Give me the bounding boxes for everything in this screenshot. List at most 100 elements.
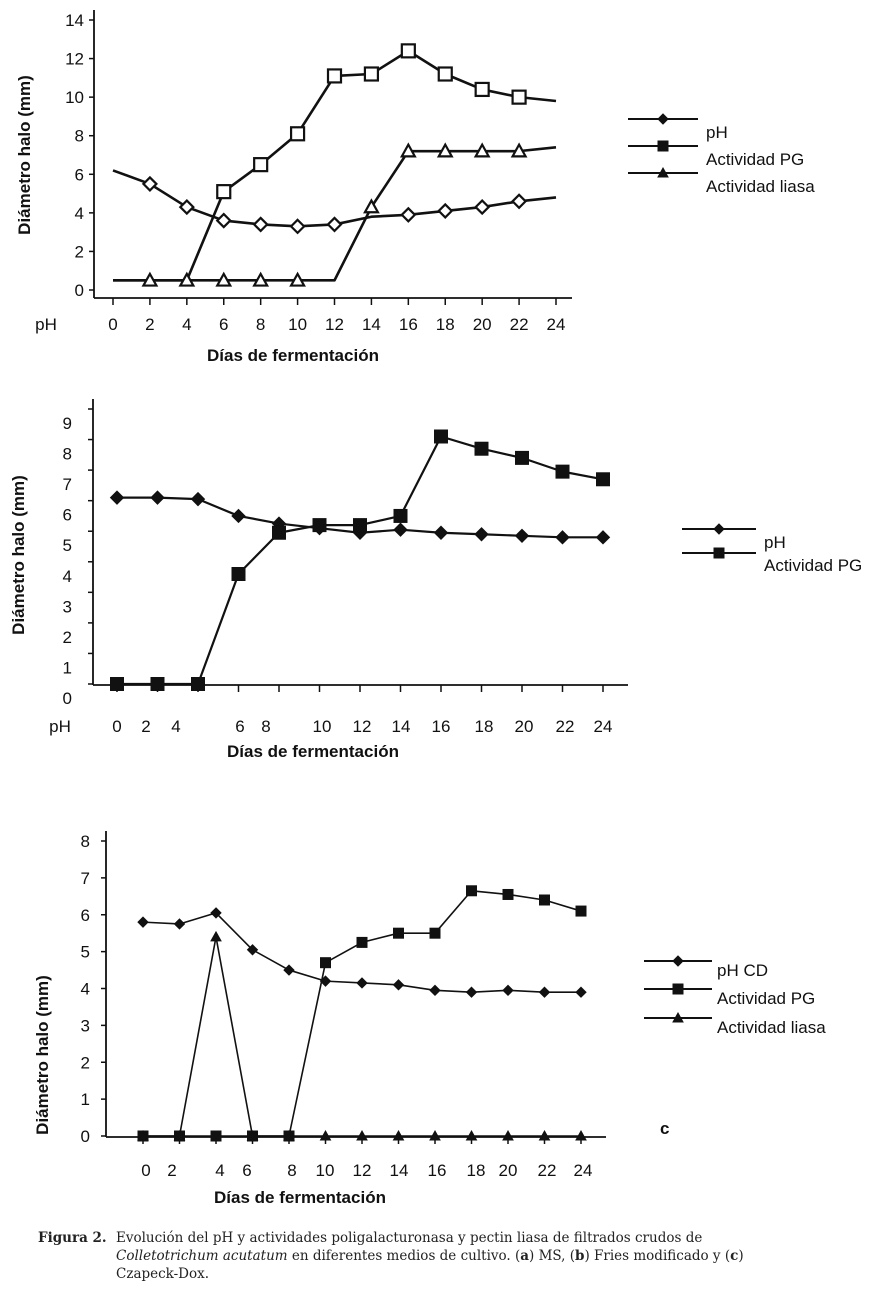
x-axis-title: Días de fermentación <box>227 742 399 761</box>
x-tick-label: 22 <box>556 717 575 736</box>
x-tick-label: 2 <box>145 315 154 334</box>
caption-text-1: Evolución del pH y actividades poligalac… <box>116 1230 703 1246</box>
y-tick-label: 6 <box>81 906 90 925</box>
x-tick-label: 0 <box>141 1161 150 1180</box>
x-tick-label: 16 <box>432 717 451 736</box>
x-prefix-ph-label: pH <box>35 315 57 334</box>
data-point <box>510 142 528 158</box>
data-point <box>465 1129 478 1141</box>
y-tick-label: 10 <box>65 88 84 107</box>
data-point <box>356 1129 368 1141</box>
x-tick-label: 4 <box>182 315 191 334</box>
data-point <box>400 43 416 59</box>
caption-text-6: Czapeck-Dox. <box>116 1266 210 1282</box>
data-point <box>272 525 286 540</box>
data-point <box>137 1129 149 1141</box>
data-point <box>502 1129 514 1141</box>
data-point <box>190 491 206 507</box>
panel-label: c <box>660 1119 669 1138</box>
legend-label: pH <box>764 533 786 552</box>
data-point <box>210 1130 222 1142</box>
x-tick-label: 20 <box>473 315 492 334</box>
x-axis-title: Días de fermentación <box>207 346 379 365</box>
data-point <box>356 977 368 989</box>
data-point <box>399 142 417 158</box>
caption-text-4: ) Fries modificado y ( <box>584 1248 731 1264</box>
y-tick-label: 6 <box>63 506 72 525</box>
data-point <box>283 1129 295 1141</box>
y-tick-label: 6 <box>75 165 84 184</box>
y-axis-title: Diámetro halo (mm) <box>33 975 52 1135</box>
x-prefix-ph-label: pH <box>49 717 71 736</box>
x-tick-label: 22 <box>510 315 529 334</box>
data-point <box>319 1129 332 1141</box>
series-line-1 <box>143 889 582 1137</box>
data-point <box>150 677 165 691</box>
data-point <box>110 677 124 691</box>
data-point <box>393 508 408 523</box>
x-tick-label: 4 <box>215 1161 224 1180</box>
data-point <box>400 206 417 223</box>
legend-marker <box>657 166 669 178</box>
y-tick-label: 0 <box>75 281 84 300</box>
data-point <box>363 66 380 82</box>
chart-panel-a <box>89 10 698 305</box>
x-tick-label: 10 <box>316 1161 335 1180</box>
legend-marker <box>657 113 669 125</box>
data-point <box>575 905 587 917</box>
x-tick-label: 24 <box>574 1161 593 1180</box>
data-point <box>502 984 514 997</box>
x-tick-label: 12 <box>325 315 344 334</box>
y-tick-label: 1 <box>63 658 72 677</box>
series-line-2 <box>113 145 557 282</box>
data-point <box>429 927 441 939</box>
x-tick-label: 14 <box>362 315 381 334</box>
x-tick-label: 12 <box>353 717 372 736</box>
data-point <box>515 450 529 465</box>
data-point <box>575 986 587 998</box>
y-tick-label: 3 <box>81 1016 90 1035</box>
legend-label: pH <box>706 123 728 142</box>
y-tick-label: 7 <box>81 869 90 888</box>
y-tick-label: 8 <box>75 127 84 146</box>
data-point <box>511 193 528 210</box>
data-point <box>436 142 454 158</box>
x-tick-label: 10 <box>313 717 332 736</box>
data-point <box>231 567 246 581</box>
caption-b: b <box>575 1248 585 1264</box>
y-tick-label: 2 <box>75 242 84 261</box>
legend-marker <box>672 983 684 995</box>
y-tick-label: 5 <box>63 536 72 555</box>
y-tick-label: 3 <box>63 597 72 616</box>
y-tick-label: 8 <box>63 445 72 464</box>
y-tick-label: 4 <box>63 567 72 586</box>
data-point <box>178 271 196 287</box>
data-point <box>283 964 295 976</box>
data-point <box>215 212 232 229</box>
legend-label: Actividad PG <box>706 150 804 169</box>
data-point <box>429 984 441 997</box>
data-point <box>141 271 159 287</box>
caption-species: Colletotrichum acutatum <box>116 1248 288 1264</box>
data-point <box>173 1129 186 1141</box>
y-tick-label: 1 <box>81 1090 90 1109</box>
x-tick-label: 2 <box>167 1161 176 1180</box>
y-tick-label: 4 <box>81 980 90 999</box>
caption-label: Figura 2. <box>38 1230 107 1246</box>
data-point <box>555 530 570 545</box>
data-point <box>363 198 380 214</box>
x-tick-label: 6 <box>235 717 244 736</box>
x-tick-label: 14 <box>390 1161 409 1180</box>
legend-marker <box>713 547 725 559</box>
x-tick-label: 20 <box>515 717 534 736</box>
data-point <box>246 1129 259 1141</box>
legend-marker <box>672 1011 684 1023</box>
data-point <box>109 490 125 505</box>
data-point <box>319 975 332 987</box>
data-point <box>210 930 222 942</box>
x-tick-label: 0 <box>108 315 117 334</box>
data-point <box>216 184 232 200</box>
y-tick-label: 4 <box>75 204 84 223</box>
data-point <box>393 927 404 939</box>
x-tick-label: 24 <box>594 717 613 736</box>
